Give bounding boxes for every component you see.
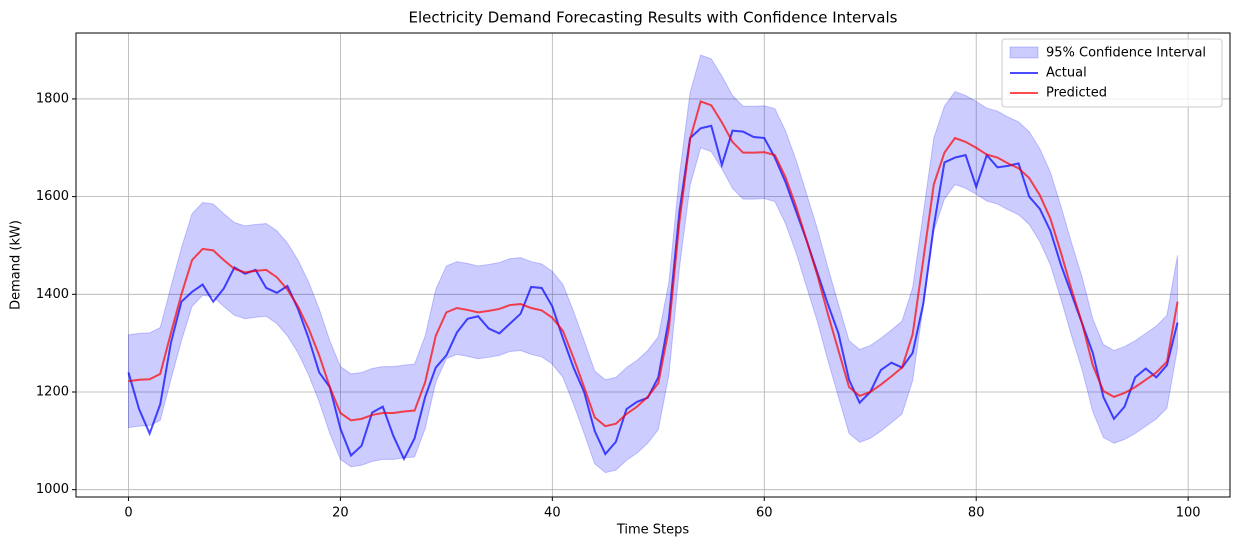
chart-title: Electricity Demand Forecasting Results w… [409,9,898,27]
x-tick-label: 60 [756,506,773,521]
legend-label: Actual [1046,66,1087,81]
y-tick-label: 1000 [36,482,69,497]
x-axis-label: Time Steps [616,523,690,538]
plot-frame [75,32,1231,498]
confidence-band [127,54,1179,474]
legend-label: Predicted [1046,86,1107,101]
x-tick-label: 20 [332,506,349,521]
y-axis-label: Demand (kW) [9,220,24,310]
legend: 95% Confidence Interval Actual Predicted [1001,38,1223,108]
legend-label: 95% Confidence Interval [1046,46,1206,61]
y-tick-label: 1200 [36,384,69,399]
y-tick-label: 1800 [36,91,69,106]
series-line [128,100,1179,428]
series-line [127,124,1179,462]
legend-swatch [1009,46,1039,59]
x-tick-label: 100 [1176,506,1201,521]
x-tick-label: 80 [968,506,985,521]
legend-box [1001,38,1223,108]
x-tick-label: 40 [544,506,561,521]
x-tick-label: 0 [124,506,132,521]
y-tick-label: 1400 [36,287,69,302]
y-tick-label: 1600 [36,189,69,204]
